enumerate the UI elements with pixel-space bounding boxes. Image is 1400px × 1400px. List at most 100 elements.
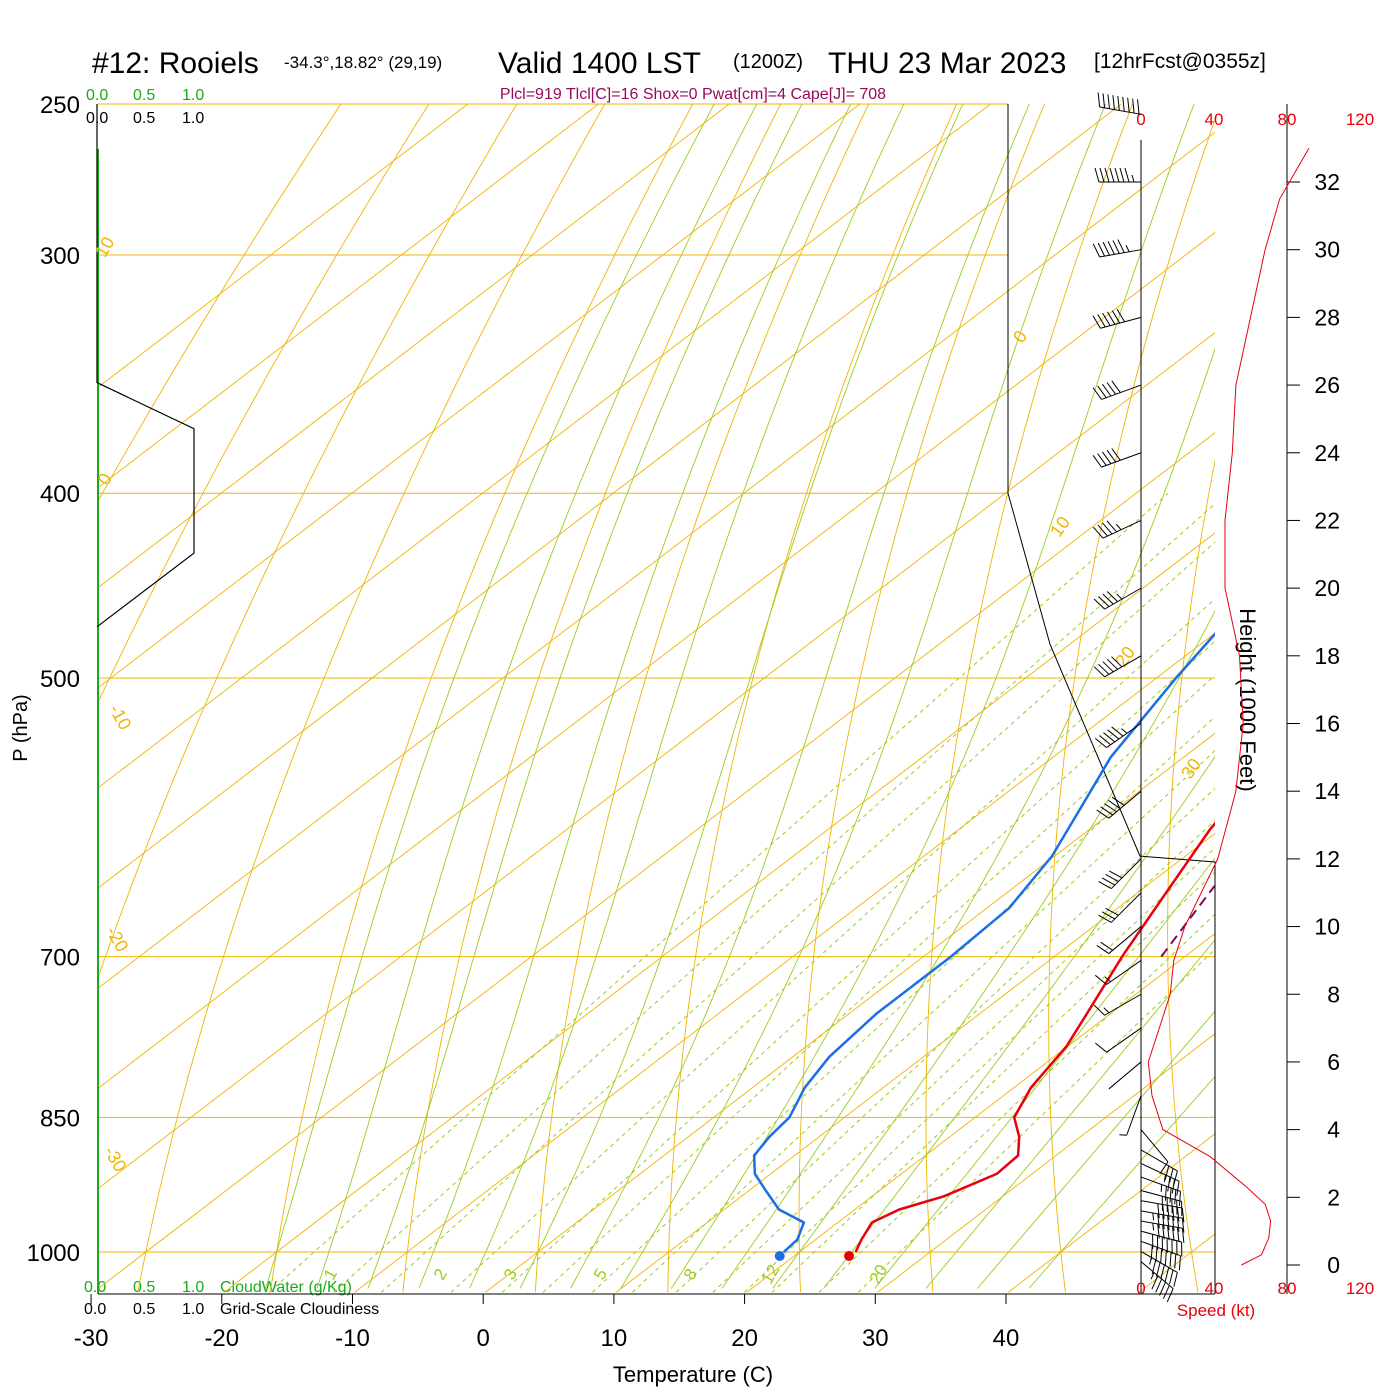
cloudiness-tick-bottom: 0.5 (133, 1301, 155, 1318)
wind-barb-flag (1101, 877, 1116, 886)
moist-adiabat-line (570, 104, 1030, 1289)
wind-barb-flag (1100, 941, 1113, 951)
wind-barb-staff (1108, 790, 1142, 819)
dry-adiabat-label: -10 (105, 701, 135, 734)
temperature-tick-label: -10 (335, 1325, 370, 1352)
wind-barb (1096, 790, 1142, 819)
wind-barb-flag (1169, 1168, 1174, 1183)
isotherm-line (223, 532, 1215, 1293)
wind-barb-flag (1150, 1245, 1153, 1260)
wind-barb-flag (1111, 796, 1125, 806)
isotherm-line (98, 104, 600, 489)
wind-barb-flag (1164, 1267, 1170, 1282)
wind-barb-flag (1181, 1207, 1185, 1223)
wind-barb-flag (1107, 241, 1115, 255)
title-date: THU 23 Mar 2023 (828, 47, 1066, 80)
dry-adiabat-line (1048, 118, 1215, 1293)
isotherm-line (485, 732, 1215, 1293)
moist-adiabat-line (976, 1010, 1215, 1289)
wind-barb-flag (1107, 94, 1110, 109)
wind-barb-flag (1176, 1181, 1180, 1196)
wind-barb-staff (1099, 249, 1142, 258)
wind-barb-staff (1106, 1027, 1142, 1053)
wind-barb-flag (1112, 240, 1120, 254)
wind-barb-staff (1140, 1149, 1178, 1172)
wind-barb (1092, 380, 1142, 400)
height-tick-label: 10 (1314, 914, 1340, 940)
wind-barb-flag (1093, 1004, 1105, 1016)
wind-barb-flag (1157, 1223, 1160, 1239)
wind-barb-flag (1122, 96, 1125, 112)
height-tick-label: 26 (1314, 372, 1340, 398)
wind-barb-staff (1140, 1220, 1183, 1229)
wind-barb-flag (1102, 312, 1111, 326)
wind-barb-flag (1111, 726, 1124, 737)
pressure-tick-label: 1000 (27, 1240, 80, 1267)
mixing-ratio-label: 12 (757, 1261, 783, 1287)
wind-barb-flag (1172, 1226, 1175, 1242)
moist-adiabat-line (925, 939, 1215, 1289)
wind-barb-flag (1107, 311, 1116, 325)
wind-barb-flag (1102, 241, 1110, 256)
wind-barb-flag (1172, 1206, 1175, 1221)
wind-barb-staff (1140, 1176, 1181, 1192)
wind-barb-flag (1164, 1250, 1167, 1266)
temperature-tick-label: 20 (731, 1325, 758, 1352)
wind-barb-flag (1098, 914, 1112, 923)
height-tick-label: 14 (1314, 778, 1340, 804)
wind-barb-flag (1160, 1264, 1165, 1280)
wind-barb-staff (1110, 858, 1142, 889)
dry-adiabat-label: 10 (1046, 513, 1074, 541)
mixing-ratio-line (743, 847, 1215, 1293)
wind-barb-flag (1169, 1187, 1172, 1203)
mixing-ratio-line (818, 913, 1215, 1293)
speed-tick-label-top: 80 (1278, 110, 1297, 129)
wind-barb-flag (1098, 596, 1110, 607)
height-tick-label: 16 (1314, 711, 1340, 737)
wind-barb-flag (1166, 1288, 1174, 1303)
wind-barb-flag (1155, 1278, 1163, 1293)
cloud-scale-bottom: 0.0 0.5 1.0 CloudWater (g/Kg) 0.0 0.5 1.… (84, 1279, 379, 1318)
wind-barb-staff (1104, 655, 1142, 678)
wind-barb-staff (1108, 1061, 1142, 1090)
mixing-ratio-label: 3 (500, 1265, 521, 1283)
isotherm-line (98, 332, 1215, 1190)
wind-panel: 0246810121416182022242628303200404080801… (1092, 92, 1374, 1303)
wind-barb (1140, 1163, 1180, 1196)
wind-barb-flag (1099, 735, 1112, 746)
wind-barb-staff (1108, 926, 1142, 954)
wind-barb-staff (1140, 1251, 1178, 1273)
wind-barb-staff (1106, 959, 1142, 985)
wind-barb-flag (1174, 1189, 1177, 1205)
chart-title: #12: Rooiels -34.3°,18.82° (29,19) Valid… (92, 47, 1266, 80)
wind-barb-flag (1107, 729, 1120, 740)
wind-barb-flag (1093, 666, 1105, 678)
wind-barb-flag (1117, 239, 1125, 253)
height-tick-label: 24 (1314, 440, 1340, 466)
wind-barb-flag (1101, 911, 1116, 920)
wind-barb-flag (1106, 520, 1117, 533)
height-tick-label: 32 (1314, 169, 1340, 195)
isotherm-line (354, 632, 1215, 1293)
moist-adiabat-line (1028, 1075, 1215, 1289)
mixing-ratio-line (712, 819, 1215, 1293)
pressure-tick-label: 400 (40, 481, 80, 508)
isotherm-line (615, 832, 1215, 1293)
height-tick-label: 18 (1314, 643, 1340, 669)
height-tick-label: 8 (1327, 981, 1340, 1007)
wind-barb-flag (1164, 1165, 1170, 1181)
temperature-tick-label: 40 (993, 1325, 1020, 1352)
wind-barb-flag (1092, 387, 1102, 400)
wind-barb-half-flag (1121, 728, 1128, 734)
wind-barb-staff (1100, 316, 1142, 329)
wind-barb-flag (1162, 1224, 1165, 1240)
wind-barb-flag (1117, 95, 1120, 111)
wind-barb-half-flag (1125, 245, 1130, 252)
temperature-line (854, 821, 1215, 1253)
cloudwater-tick-bottom: 0.5 (133, 1279, 155, 1296)
cloudiness-tick-top: 0.5 (133, 110, 155, 127)
wind-barb-flag (1151, 1275, 1159, 1290)
cloudwater-tick-top: 1.0 (182, 87, 204, 104)
wind-barb-flag (1155, 1247, 1158, 1262)
